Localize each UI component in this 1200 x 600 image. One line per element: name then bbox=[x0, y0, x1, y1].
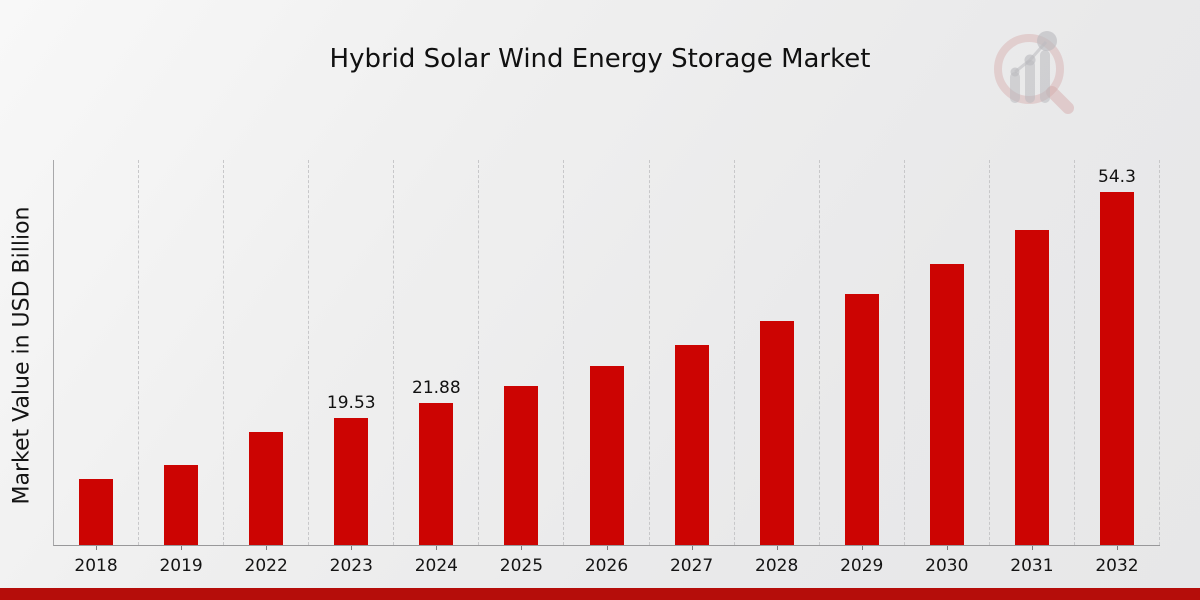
category-cell-2030: 2030 bbox=[905, 160, 990, 576]
category-cell-2022: 2022 bbox=[224, 160, 310, 576]
footer-accent-bar bbox=[0, 588, 1200, 600]
category-cell-2019: 2019 bbox=[139, 160, 225, 576]
x-axis-tick bbox=[521, 546, 523, 550]
bar-2024 bbox=[419, 403, 454, 545]
chart-title: Hybrid Solar Wind Energy Storage Market bbox=[329, 44, 871, 74]
bar-2032 bbox=[1099, 192, 1134, 545]
bar-2018 bbox=[79, 479, 114, 545]
bar-2030 bbox=[929, 264, 964, 545]
x-axis-tick bbox=[861, 546, 863, 550]
x-axis-label-2027: 2027 bbox=[669, 556, 714, 576]
category-cell-2031: 2031 bbox=[990, 160, 1075, 576]
bar-value-label-2024: 21.88 bbox=[412, 378, 461, 398]
magnifier-bar-chart-logo-icon bbox=[994, 31, 1074, 114]
x-axis-label-2018: 2018 bbox=[74, 556, 118, 576]
bar-2022 bbox=[249, 432, 284, 545]
bar-2023 bbox=[334, 418, 369, 545]
x-axis-tick bbox=[691, 546, 693, 550]
x-axis-tick bbox=[266, 546, 268, 550]
bar-2027 bbox=[674, 345, 709, 545]
category-cell-2029: 2029 bbox=[820, 160, 905, 576]
x-axis-tick bbox=[436, 546, 438, 550]
bar-2028 bbox=[759, 321, 794, 545]
x-axis-tick bbox=[606, 546, 608, 550]
plot-area: 2018 2019 2022 19.53 2023 21.88 2024 2025 2026 20… bbox=[53, 160, 1161, 576]
x-axis-label-2023: 2023 bbox=[329, 556, 373, 576]
category-cell-2018: 2018 bbox=[54, 160, 140, 576]
bar-2029 bbox=[844, 294, 879, 545]
bar-2025 bbox=[504, 386, 539, 545]
category-cell-2027: 2027 bbox=[650, 160, 735, 576]
x-axis-label-2029: 2029 bbox=[840, 556, 884, 576]
category-cell-2028: 2028 bbox=[735, 160, 820, 576]
x-axis-label-2025: 2025 bbox=[499, 556, 544, 576]
x-axis-tick bbox=[1116, 546, 1118, 550]
x-axis-tick bbox=[351, 546, 353, 550]
x-axis-label-2032: 2032 bbox=[1095, 556, 1139, 576]
x-axis-tick bbox=[181, 546, 183, 550]
x-axis-tick bbox=[96, 546, 98, 550]
bar-value-label-2023: 19.53 bbox=[326, 393, 376, 413]
x-axis-label-2030: 2030 bbox=[925, 556, 969, 576]
x-axis-label-2022: 2022 bbox=[244, 556, 288, 576]
x-axis-label-2028: 2028 bbox=[755, 556, 799, 576]
x-axis-label-2024: 2024 bbox=[414, 556, 458, 576]
x-axis-label-2031: 2031 bbox=[1010, 556, 1054, 576]
bar-value-label-2032: 54.3 bbox=[1098, 167, 1136, 187]
y-axis-label: Market Value in USD Billion bbox=[9, 206, 35, 505]
bar-2019 bbox=[164, 465, 199, 545]
x-axis-tick bbox=[946, 546, 948, 550]
category-cell-2024: 21.88 2024 bbox=[394, 160, 480, 576]
x-axis-label-2019: 2019 bbox=[159, 556, 203, 576]
category-cell-2025: 2025 bbox=[479, 160, 565, 576]
x-axis-label-2026: 2026 bbox=[584, 556, 629, 576]
category-cell-2032: 54.3 2032 bbox=[1075, 160, 1161, 576]
category-cell-2026: 2026 bbox=[564, 160, 650, 576]
x-axis-tick bbox=[776, 546, 778, 550]
bar-2026 bbox=[589, 366, 624, 545]
x-axis-tick bbox=[1031, 546, 1033, 550]
category-cell-2023: 19.53 2023 bbox=[309, 160, 395, 576]
bar-2031 bbox=[1014, 230, 1049, 545]
